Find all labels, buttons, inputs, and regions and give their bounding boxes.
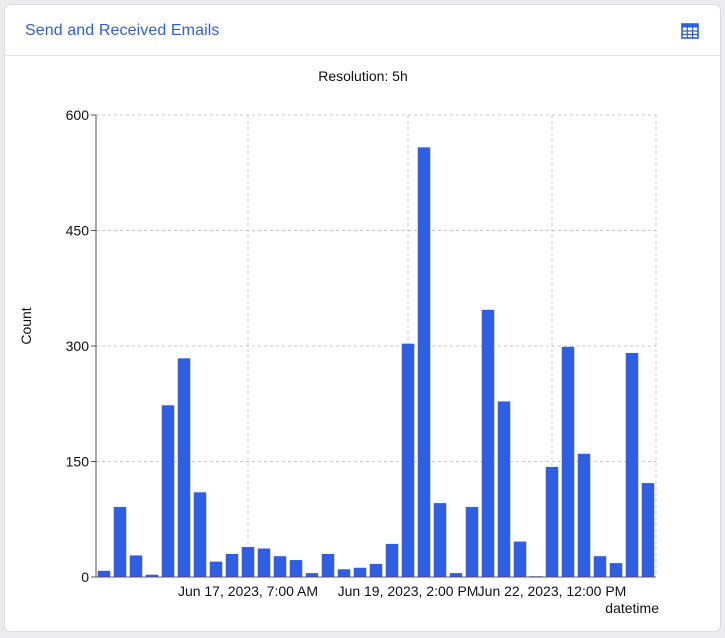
bar <box>417 147 431 577</box>
axis-layer: 0 150 300 450 600 Jun 17, 2023, 7:00 AM Jun 19… <box>66 107 656 599</box>
bar <box>193 492 207 577</box>
bar <box>449 573 463 577</box>
bar <box>145 574 159 577</box>
bar <box>513 541 527 577</box>
bar <box>481 309 495 577</box>
bar <box>225 553 239 577</box>
y-axis-label: Count <box>18 307 34 344</box>
bar <box>273 556 287 577</box>
bar <box>465 506 479 577</box>
chart-subtitle: Resolution: 5h <box>318 68 408 84</box>
bar <box>129 555 143 577</box>
bar-chart: Resolution: 5h 0 150 300 450 600 Jun 17, 2023… <box>18 68 659 616</box>
bar <box>561 346 575 577</box>
panel-title: Send and Received Emails <box>25 22 220 39</box>
y-tick-label: 300 <box>66 338 90 354</box>
x-tick-label: Jun 19, 2023, 2:00 PM <box>338 583 479 599</box>
x-tick-label: Jun 22, 2023, 12:00 PM <box>478 583 627 599</box>
bar <box>401 343 415 577</box>
x-axis-label: datetime <box>605 600 659 616</box>
bar <box>113 506 127 577</box>
x-tick-label: Jun 17, 2023, 7:00 AM <box>178 583 318 599</box>
y-tick-label: 600 <box>66 107 90 123</box>
bar <box>209 561 223 577</box>
table-view-button[interactable] <box>680 21 700 41</box>
bars-layer <box>97 147 655 577</box>
bar <box>177 358 191 577</box>
bar <box>353 567 367 577</box>
bar <box>385 543 399 577</box>
table-grid-icon <box>681 23 699 39</box>
bar <box>305 573 319 577</box>
bar <box>369 563 383 577</box>
bar <box>257 548 271 577</box>
bar <box>641 483 655 577</box>
y-tick-label: 0 <box>81 569 89 585</box>
chart-area: Resolution: 5h 0 150 300 450 600 Jun 17, 2023… <box>5 56 720 631</box>
bar <box>625 352 639 577</box>
bar <box>289 560 303 577</box>
bar <box>337 569 351 577</box>
bar <box>593 556 607 577</box>
bar <box>545 466 559 577</box>
bar <box>433 503 447 577</box>
bar <box>161 405 175 577</box>
bar <box>577 453 591 577</box>
bar <box>609 563 623 577</box>
y-tick-label: 450 <box>66 223 90 239</box>
emails-chart-panel: Send and Received Emails Resolution: 5h … <box>4 4 721 632</box>
bar <box>97 570 111 577</box>
y-tick-label: 150 <box>66 454 90 470</box>
bar <box>321 553 335 577</box>
bar <box>241 546 255 577</box>
panel-header: Send and Received Emails <box>5 5 720 56</box>
bar <box>497 401 511 577</box>
